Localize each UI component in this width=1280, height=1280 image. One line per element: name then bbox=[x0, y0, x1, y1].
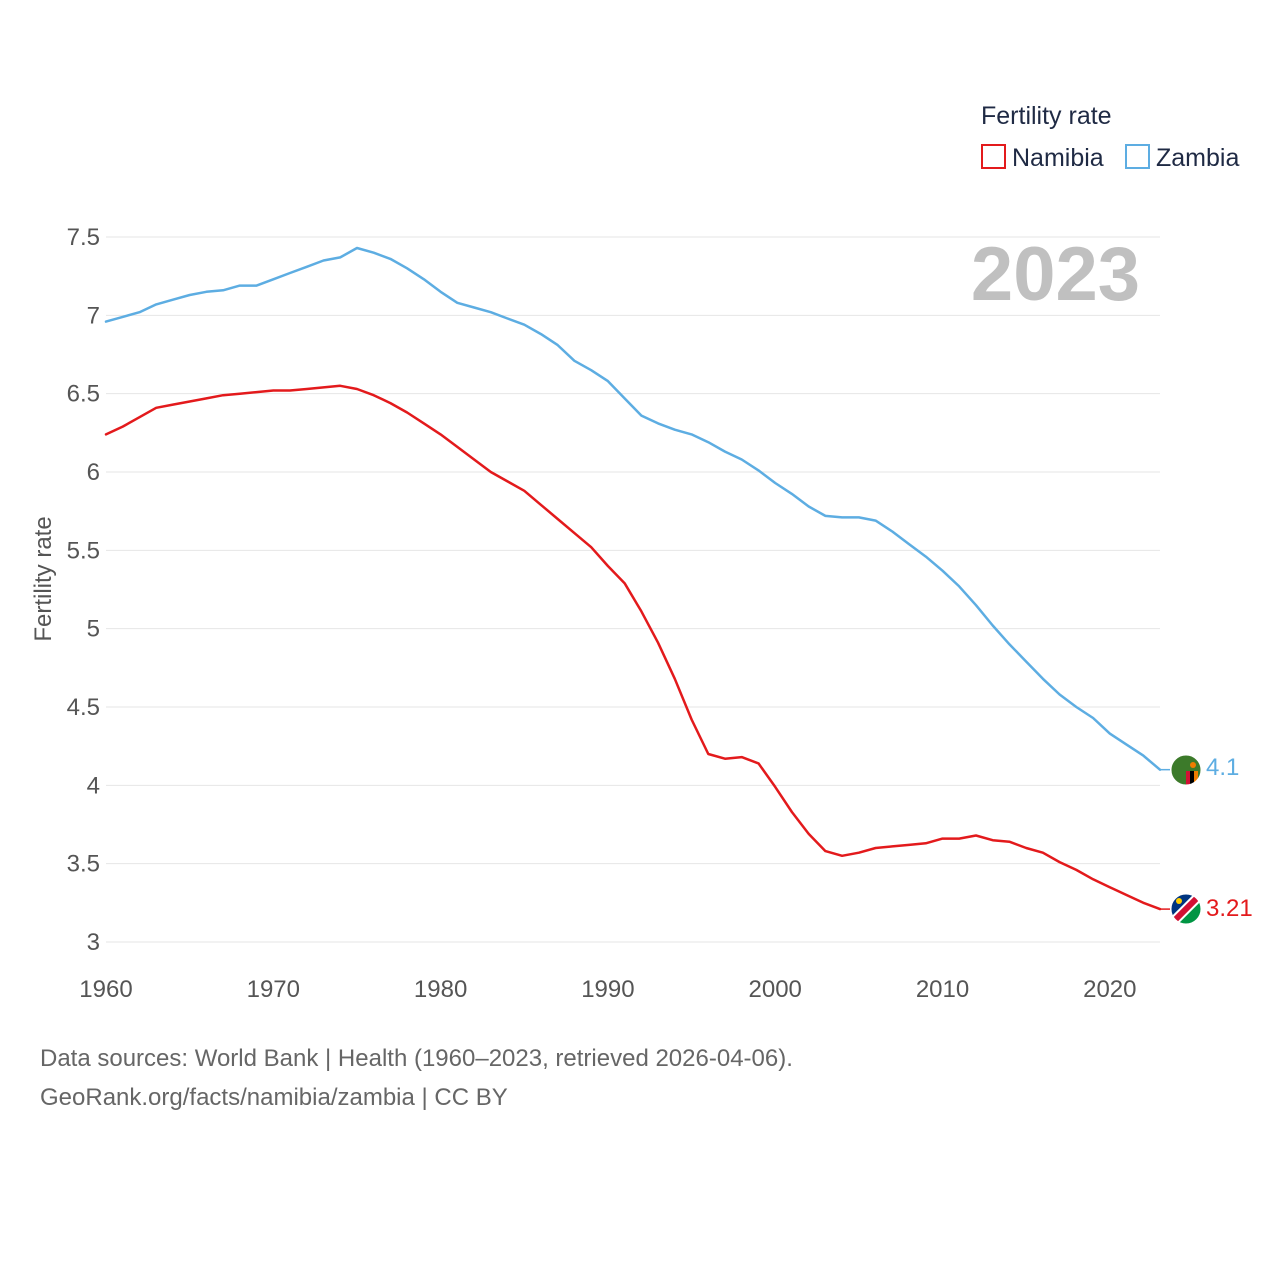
footer-link[interactable]: GeoRank.org/facts/namibia/zambia | CC BY bbox=[40, 1084, 508, 1111]
end-label-zambia: 4.1 bbox=[1206, 754, 1239, 781]
series-line-zambia[interactable] bbox=[104, 246, 1162, 771]
y-tick-label: 6 bbox=[87, 459, 100, 486]
x-tick-label: 1980 bbox=[414, 976, 467, 1003]
legend-item-namibia[interactable]: Namibia bbox=[981, 144, 1104, 172]
legend-item-zambia[interactable]: Zambia bbox=[1125, 144, 1239, 172]
y-axis-label: Fertility rate bbox=[30, 516, 57, 641]
x-tick-label: 1990 bbox=[581, 976, 634, 1003]
series-lines bbox=[104, 246, 1170, 911]
x-tick-label: 1960 bbox=[79, 976, 132, 1003]
legend-title: Fertility rate bbox=[981, 102, 1112, 130]
y-tick-label: 6.5 bbox=[67, 381, 100, 408]
legend-swatch-namibia bbox=[981, 144, 1006, 169]
x-tick-label: 2010 bbox=[916, 976, 969, 1003]
series-line-namibia[interactable] bbox=[104, 384, 1162, 911]
namibia-flag-icon bbox=[1170, 893, 1202, 925]
y-tick-label: 4.5 bbox=[67, 694, 100, 721]
y-tick-label: 7.5 bbox=[67, 224, 100, 251]
grid-lines bbox=[106, 236, 1160, 943]
legend-swatch-zambia bbox=[1125, 144, 1150, 169]
legend-label-namibia: Namibia bbox=[1012, 144, 1104, 172]
legend: Fertility rate Namibia Zambia bbox=[981, 102, 1239, 172]
y-tick-label: 4 bbox=[87, 772, 100, 799]
x-axis-ticks: 1960 1970 1980 1990 2000 2010 2020 bbox=[79, 976, 1136, 1003]
end-label-namibia: 3.21 bbox=[1206, 895, 1253, 922]
x-tick-label: 1970 bbox=[247, 976, 300, 1003]
year-watermark: 2023 bbox=[971, 232, 1140, 317]
y-tick-label: 3.5 bbox=[67, 851, 100, 878]
legend-label-zambia: Zambia bbox=[1156, 144, 1239, 172]
x-tick-label: 2000 bbox=[749, 976, 802, 1003]
y-tick-label: 7 bbox=[87, 302, 100, 329]
y-tick-label: 5.5 bbox=[67, 537, 100, 564]
zambia-flag-icon bbox=[1170, 754, 1202, 786]
y-tick-label: 3 bbox=[87, 929, 100, 956]
footer-source: Data sources: World Bank | Health (1960–… bbox=[40, 1045, 793, 1072]
y-tick-label: 5 bbox=[87, 616, 100, 643]
x-tick-label: 2020 bbox=[1083, 976, 1136, 1003]
y-axis-ticks: 3 3.5 4 4.5 5 5.5 6 6.5 7 7.5 bbox=[67, 224, 100, 956]
